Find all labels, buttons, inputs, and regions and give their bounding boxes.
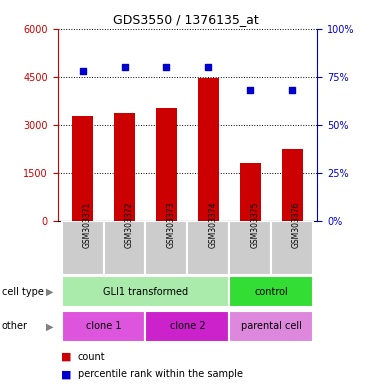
Text: percentile rank within the sample: percentile rank within the sample	[78, 369, 243, 379]
Text: GSM303374: GSM303374	[208, 202, 217, 248]
Text: GSM303371: GSM303371	[83, 202, 92, 248]
Bar	[229, 311, 313, 342]
Text: GSM303373: GSM303373	[167, 202, 175, 248]
Bar	[104, 221, 145, 275]
Bar	[62, 311, 145, 342]
Point	[164, 64, 170, 70]
Point	[122, 64, 128, 70]
Point	[205, 64, 211, 70]
Text: GSM303376: GSM303376	[292, 202, 301, 248]
Text: clone 1: clone 1	[86, 321, 121, 331]
Bar	[198, 78, 219, 221]
Bar	[72, 116, 93, 221]
Bar	[114, 113, 135, 221]
Bar	[229, 276, 313, 307]
Text: count: count	[78, 352, 105, 362]
Bar	[282, 149, 302, 221]
Text: control: control	[254, 287, 288, 297]
Text: GSM303372: GSM303372	[125, 202, 134, 248]
Bar	[271, 221, 313, 275]
Text: ▶: ▶	[46, 321, 54, 331]
Bar	[240, 162, 261, 221]
Point	[289, 87, 295, 93]
Point	[247, 87, 253, 93]
Text: ▶: ▶	[46, 287, 54, 297]
Text: GDS3550 / 1376135_at: GDS3550 / 1376135_at	[113, 13, 258, 26]
Bar	[62, 221, 104, 275]
Text: ■: ■	[61, 369, 72, 379]
Bar	[187, 221, 229, 275]
Text: ■: ■	[61, 352, 72, 362]
Bar	[156, 108, 177, 221]
Bar	[145, 221, 187, 275]
Text: cell type: cell type	[2, 287, 44, 297]
Point	[80, 68, 86, 74]
Bar	[145, 311, 229, 342]
Text: other: other	[2, 321, 28, 331]
Bar	[229, 221, 271, 275]
Text: parental cell: parental cell	[241, 321, 302, 331]
Bar	[62, 276, 229, 307]
Text: GSM303375: GSM303375	[250, 202, 259, 248]
Text: clone 2: clone 2	[170, 321, 205, 331]
Text: GLI1 transformed: GLI1 transformed	[103, 287, 188, 297]
